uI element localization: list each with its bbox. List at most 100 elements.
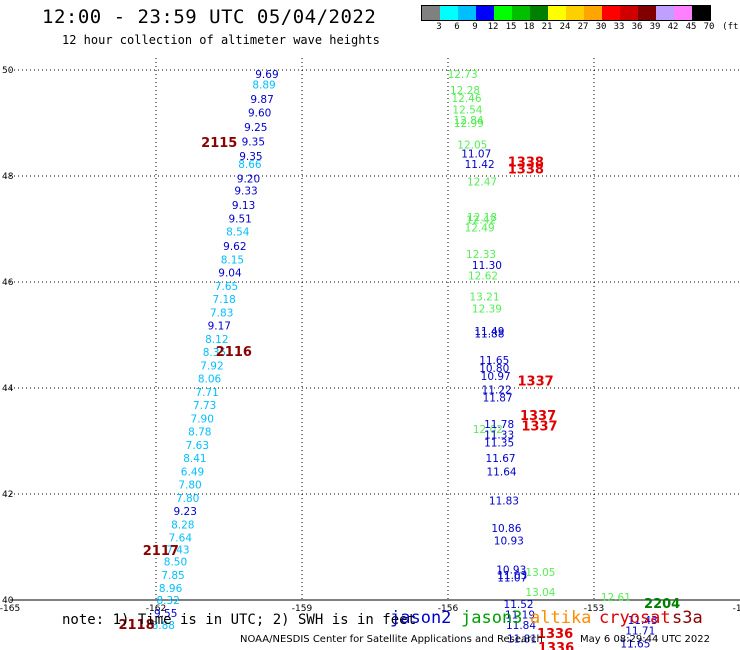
data-label-s3a: 7.85 xyxy=(161,570,184,582)
data-label-jason2: 11.07 xyxy=(461,148,491,160)
legend-label: 21 xyxy=(541,22,553,32)
data-label-s3a: 8.35 xyxy=(203,347,226,359)
data-label-cryosat: 1337 xyxy=(518,374,554,389)
data-label-jason2: 11.19 xyxy=(505,610,535,622)
data-label-s3a: 8.50 xyxy=(164,557,187,569)
data-label-s3a: 9.35 xyxy=(242,136,265,148)
data-label-s3a: 9.55 xyxy=(154,608,177,620)
data-label-cryosat: 1338 xyxy=(508,155,544,170)
y-tick-label: 48 xyxy=(2,172,14,182)
data-label-jason3: 12.33 xyxy=(466,249,496,261)
legend-swatch xyxy=(476,6,494,20)
legend-swatch xyxy=(638,6,656,20)
data-label-jason2: 11.67 xyxy=(486,453,516,465)
legend-label: 39 xyxy=(649,22,661,32)
data-label-jason3: 12.42 xyxy=(466,215,496,227)
data-label-jason2: 11.22 xyxy=(482,384,512,396)
data-label-jason3: 12.61 xyxy=(601,592,631,604)
data-label-jason2: 10.80 xyxy=(479,363,509,375)
data-label-jason2: 11.42 xyxy=(465,159,495,171)
x-tick-label: -156 xyxy=(438,604,459,614)
y-tick-label: 50 xyxy=(2,66,14,76)
legend-swatch xyxy=(512,6,530,20)
legend-swatch xyxy=(530,6,548,20)
data-label-jason3: 12.05 xyxy=(457,139,487,151)
data-label-jason3: 12.18 xyxy=(467,212,497,224)
data-label-s3a: 8.66 xyxy=(238,159,262,171)
data-label-jason3: 12.73 xyxy=(448,69,478,81)
data-label-jason2: 10.93 xyxy=(494,535,524,547)
data-label-s3a: 9.13 xyxy=(232,200,255,212)
legend-label: 6 xyxy=(454,22,460,32)
page-subtitle: 12 hour collection of altimeter wave hei… xyxy=(62,33,380,47)
legend-label: (ft) xyxy=(722,22,740,32)
data-label-jason3: 13.05 xyxy=(525,567,555,579)
data-label-s3a: 8.88 xyxy=(152,620,175,632)
data-label-s3a-time: 2116 xyxy=(216,345,252,360)
legend-label: 24 xyxy=(559,22,571,32)
data-label-jason2: 11.88 xyxy=(474,329,504,341)
data-label-jason3-time: 2204 xyxy=(644,597,680,612)
legend-swatch xyxy=(692,6,710,20)
data-label-jason3: 13.21 xyxy=(469,292,499,304)
data-label-s3a: 8.06 xyxy=(198,374,222,386)
data-label-s3a-time: 2115 xyxy=(201,136,237,151)
data-label-jason3: 12.84 xyxy=(453,115,483,127)
legend-label: 27 xyxy=(577,22,589,32)
data-label-s3a: 9.17 xyxy=(208,321,231,333)
data-label-jason3: 12.62 xyxy=(468,270,498,282)
legend-swatch xyxy=(602,6,620,20)
data-label-jason2: 11.83 xyxy=(489,496,519,508)
footnote: note: 1) Time is in UTC; 2) SWH is in fe… xyxy=(62,612,417,628)
data-label-jason3: 12.49 xyxy=(465,223,495,235)
data-label-s3a: 7.73 xyxy=(193,400,216,412)
y-tick-label: 42 xyxy=(2,490,13,500)
data-label-s3a: 8.41 xyxy=(183,453,206,465)
data-label-jason2: 11.49 xyxy=(474,326,504,338)
data-label-s3a: 9.35 xyxy=(239,151,262,163)
legend-label: 45 xyxy=(685,22,697,32)
satellite-label-s3a: s3a xyxy=(672,608,703,628)
data-label-s3a-time: 2118 xyxy=(118,618,154,633)
data-label-s3a: 8.78 xyxy=(188,427,211,439)
legend-label: 36 xyxy=(631,22,643,32)
data-label-jason3: 12.46 xyxy=(451,93,481,105)
legend-swatch xyxy=(458,6,476,20)
data-label-jason2: 11.81 xyxy=(507,633,537,645)
satellite-label-cryosat: cryosat xyxy=(599,608,671,628)
data-label-s3a: 7.80 xyxy=(176,493,199,505)
legend-label: 18 xyxy=(523,22,535,32)
legend-swatch xyxy=(566,6,584,20)
legend-label: 3 xyxy=(436,22,442,32)
x-tick-label: -159 xyxy=(292,604,313,614)
data-label-s3a: 9.23 xyxy=(174,506,197,518)
legend-swatch xyxy=(620,6,638,20)
data-label-jason2: 11.33 xyxy=(484,429,514,441)
data-label-cryosat: 1336 xyxy=(537,627,573,642)
data-label-jason2: 11.35 xyxy=(484,437,514,449)
data-label-s3a: 9.69 xyxy=(255,69,278,81)
data-label-jason3: 12.47 xyxy=(467,177,497,189)
data-label-s3a: 7.90 xyxy=(191,413,214,425)
data-label-jason2: 11.84 xyxy=(506,620,536,632)
data-label-jason3: 12.02 xyxy=(473,424,503,436)
data-label-s3a: 7.92 xyxy=(200,360,223,372)
data-label-cryosat: 1337 xyxy=(520,409,556,424)
satellite-label-jason2: jason2 xyxy=(390,608,452,628)
y-tick-label: 40 xyxy=(2,596,14,606)
legend-label: 70 xyxy=(703,22,715,32)
data-label-s3a: 7.83 xyxy=(210,307,233,319)
legend-swatch xyxy=(494,6,512,20)
data-label-jason2: 10.97 xyxy=(481,371,511,383)
data-label-jason3: 12.39 xyxy=(472,304,502,316)
data-label-jason2: 11.87 xyxy=(483,392,513,404)
data-label-jason2: 11.64 xyxy=(487,466,517,478)
data-label-jason2: 10.86 xyxy=(491,523,521,535)
source-text: NOAA/NESDIS Center for Satellite Applica… xyxy=(240,634,543,645)
legend-label: 12 xyxy=(487,22,499,32)
data-label-jason3: 12.99 xyxy=(454,118,484,130)
data-label-jason2: 11.65 xyxy=(479,355,509,367)
legend-swatch xyxy=(656,6,674,20)
data-label-s3a-time: 2117 xyxy=(143,544,179,559)
